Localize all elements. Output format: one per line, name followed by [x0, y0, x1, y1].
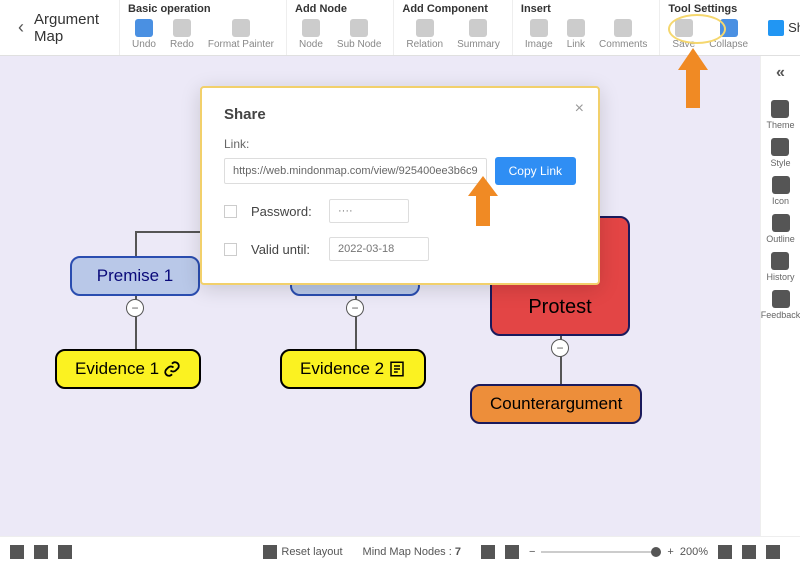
- zoom-control: − + 200%: [529, 546, 708, 558]
- link-label: Link:: [224, 137, 576, 151]
- right-sidebar: « Theme Style Icon Outline History Feedb…: [760, 56, 800, 536]
- comments-button[interactable]: Comments: [595, 17, 651, 52]
- collapse-button[interactable]: Collapse: [705, 17, 752, 52]
- top-toolbar: ‹ Argument Map Basic operation Undo Redo…: [0, 0, 800, 56]
- collapse-toggle[interactable]: −: [126, 299, 144, 317]
- view-mode-icon[interactable]: [10, 545, 24, 559]
- copy-link-button[interactable]: Copy Link: [495, 157, 576, 185]
- history-icon: [771, 252, 789, 270]
- pan-icon[interactable]: [481, 545, 495, 559]
- fit-icon[interactable]: [718, 545, 732, 559]
- connector: [135, 231, 137, 256]
- zoom-out-button[interactable]: −: [529, 546, 535, 558]
- group-basic-operation: Basic operation Undo Redo Format Painter: [119, 0, 286, 55]
- node-evidence-2[interactable]: Evidence 2: [280, 349, 426, 389]
- valid-until-label: Valid until:: [251, 242, 321, 257]
- valid-until-checkbox[interactable]: [224, 243, 237, 256]
- group-add-node: Add Node Node Sub Node: [286, 0, 393, 55]
- sub-node-button[interactable]: Sub Node: [333, 17, 385, 52]
- center-icon[interactable]: [742, 545, 756, 559]
- redo-button[interactable]: Redo: [166, 17, 198, 52]
- sidebar-item-icon[interactable]: Icon: [772, 176, 790, 206]
- zoom-level: 200%: [680, 546, 708, 558]
- share-link-input[interactable]: [224, 158, 487, 184]
- format-painter-button[interactable]: Format Painter: [204, 17, 278, 52]
- sidebar-item-style[interactable]: Style: [770, 138, 790, 168]
- zoom-slider[interactable]: [541, 551, 661, 553]
- link-button[interactable]: Link: [563, 17, 589, 52]
- group-add-component: Add Component Relation Summary: [393, 0, 512, 55]
- summary-button[interactable]: Summary: [453, 17, 504, 52]
- image-button[interactable]: Image: [521, 17, 557, 52]
- undo-button[interactable]: Undo: [128, 17, 160, 52]
- note-icon: [388, 360, 406, 378]
- outline-icon: [772, 214, 790, 232]
- theme-icon: [771, 100, 789, 118]
- feedback-icon: [772, 290, 790, 308]
- brightness-icon[interactable]: [34, 545, 48, 559]
- document-title: Argument Map: [34, 11, 99, 45]
- sidebar-item-theme[interactable]: Theme: [766, 100, 794, 130]
- node-counterargument[interactable]: Counterargument: [470, 384, 642, 424]
- link-icon: [163, 360, 181, 378]
- mindmap-canvas[interactable]: Premise 1 − − − Evidence 1 Evidence 2 Pr…: [0, 56, 760, 536]
- sidebar-item-feedback[interactable]: Feedback: [761, 290, 800, 320]
- sidebar-item-outline[interactable]: Outline: [766, 214, 795, 244]
- share-button[interactable]: Share: [760, 16, 800, 40]
- relation-button[interactable]: Relation: [402, 17, 447, 52]
- collapse-toggle[interactable]: −: [551, 339, 569, 357]
- group-tool-settings: Tool Settings Save Collapse: [659, 0, 760, 55]
- fullscreen-icon[interactable]: [766, 545, 780, 559]
- password-label: Password:: [251, 204, 321, 219]
- dialog-title: Share: [224, 106, 576, 123]
- password-input[interactable]: [329, 199, 409, 223]
- nodes-count: Mind Map Nodes : 7: [363, 546, 461, 558]
- zoom-in-button[interactable]: +: [667, 546, 673, 558]
- valid-until-input[interactable]: [329, 237, 429, 261]
- style-icon: [771, 138, 789, 156]
- keyboard-icon[interactable]: [58, 545, 72, 559]
- share-dialog: × Share Link: Copy Link Password: Valid …: [200, 86, 600, 285]
- reset-layout-button[interactable]: Reset layout: [263, 545, 342, 559]
- save-button[interactable]: Save: [668, 17, 699, 52]
- group-insert: Insert Image Link Comments: [512, 0, 660, 55]
- node-premise-1[interactable]: Premise 1: [70, 256, 200, 296]
- collapse-toggle[interactable]: −: [346, 299, 364, 317]
- reset-icon: [263, 545, 277, 559]
- share-icon: [768, 20, 784, 36]
- sidebar-item-history[interactable]: History: [766, 252, 794, 282]
- cursor-icon[interactable]: [505, 545, 519, 559]
- password-checkbox[interactable]: [224, 205, 237, 218]
- node-button[interactable]: Node: [295, 17, 327, 52]
- dialog-close-button[interactable]: ×: [575, 100, 584, 118]
- node-evidence-1[interactable]: Evidence 1: [55, 349, 201, 389]
- back-button[interactable]: ‹: [8, 17, 34, 38]
- icon-icon: [772, 176, 790, 194]
- bottom-bar: Reset layout Mind Map Nodes : 7 − + 200%: [0, 536, 800, 566]
- sidebar-collapse-button[interactable]: «: [776, 64, 785, 82]
